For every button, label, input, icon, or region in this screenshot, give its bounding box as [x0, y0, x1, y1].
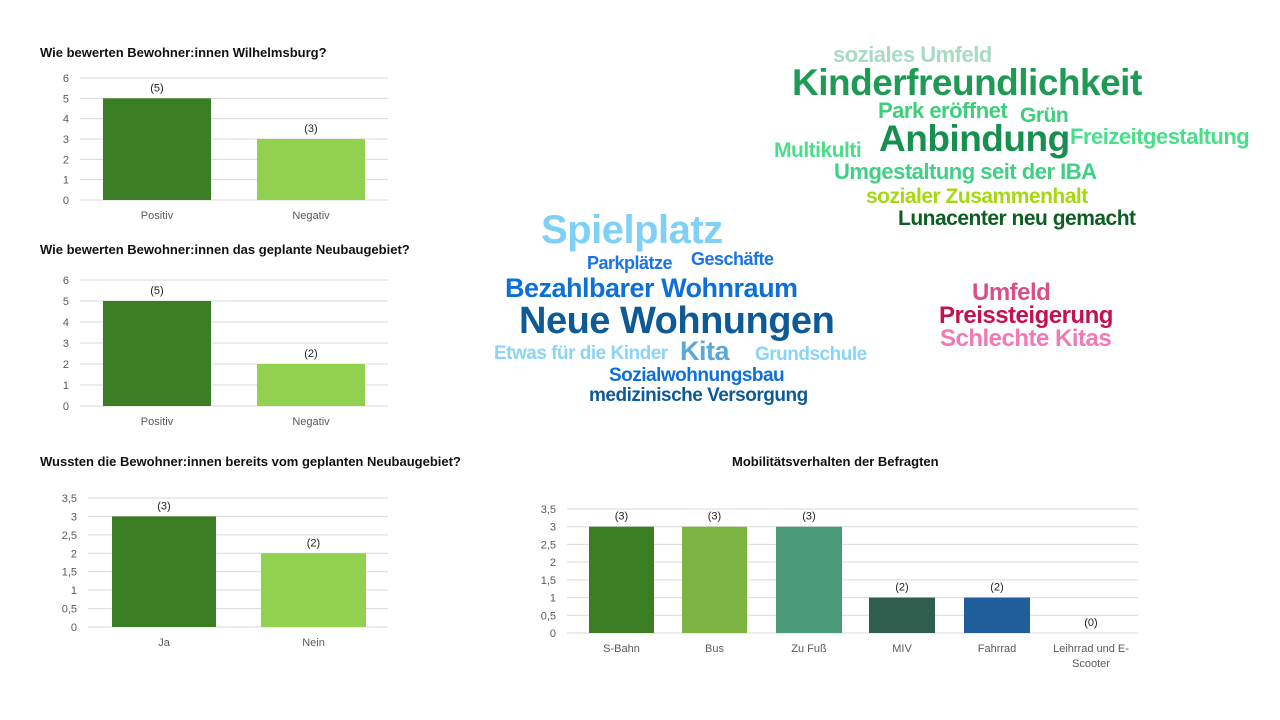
y-tick-label: 0 — [63, 195, 69, 207]
data-label: (5) — [150, 82, 163, 94]
word-umgestaltung-iba: Umgestaltung seit der IBA — [834, 159, 1097, 184]
word-soziales-umfeld: soziales Umfeld — [833, 42, 992, 67]
word-multikulti: Multikulti — [774, 139, 862, 162]
y-tick-label: 6 — [63, 73, 69, 85]
word-anbindung: Anbindung — [879, 118, 1070, 159]
chart-title-neubaugebiet-bewertung: Wie bewerten Bewohner:innen das geplante… — [40, 242, 410, 257]
word-geschaefte: Geschäfte — [691, 249, 774, 269]
word-spielplatz: Spielplatz — [541, 208, 723, 252]
word-kita: Kita — [680, 336, 730, 366]
word-gruen: Grün — [1020, 104, 1069, 127]
word-medizinische-versorgung: medizinische Versorgung — [589, 385, 808, 406]
word-neue-wohnungen: Neue Wohnungen — [519, 300, 835, 342]
word-sozialer-zusammenhalt: sozialer Zusammenhalt — [866, 185, 1088, 208]
data-label: (3) — [304, 123, 317, 135]
word-etwas-fuer-kinder: Etwas für die Kinder — [494, 343, 668, 364]
y-tick-label: 5 — [63, 93, 69, 105]
chart-title-mobilitaet: Mobilitätsverhalten der Befragten — [732, 454, 939, 469]
y-tick-label: 3 — [63, 134, 69, 146]
word-parkplaetze: Parkplätze — [587, 253, 673, 273]
word-preissteigerung: Preissteigerung — [939, 302, 1113, 329]
word-park-eroeffnet: Park eröffnet — [878, 98, 1008, 123]
y-tick-label: 4 — [63, 114, 69, 126]
y-tick-label: 2 — [63, 154, 69, 166]
category-label: Negativ — [292, 210, 330, 222]
bar-negativ — [257, 139, 365, 200]
word-freizeitgestaltung: Freizeitgestaltung — [1070, 124, 1250, 149]
category-label: Positiv — [141, 210, 174, 222]
word-grundschule: Grundschule — [755, 344, 867, 365]
chart-title-neubaugebiet-bekannt: Wussten die Bewohner:innen bereits vom g… — [40, 454, 461, 469]
word-umfeld: Umfeld — [972, 279, 1051, 306]
word-lunacenter: Lunacenter neu gemacht — [898, 207, 1136, 230]
chart-title-wilhelmsburg: Wie bewerten Bewohner:innen Wilhelmsburg… — [40, 45, 327, 60]
word-schlechte-kitas: Schlechte Kitas — [940, 325, 1112, 352]
word-sozialwohnungsbau: Sozialwohnungsbau — [609, 365, 785, 386]
word-bezahlbarer-wohnraum: Bezahlbarer Wohnraum — [505, 273, 798, 303]
word-kinderfreundlichkeit: Kinderfreundlichkeit — [792, 62, 1142, 103]
y-tick-label: 1 — [63, 175, 69, 187]
bar-positiv — [103, 98, 211, 200]
